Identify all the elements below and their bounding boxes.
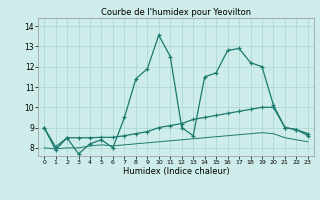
X-axis label: Humidex (Indice chaleur): Humidex (Indice chaleur)	[123, 167, 229, 176]
Title: Courbe de l'humidex pour Yeovilton: Courbe de l'humidex pour Yeovilton	[101, 8, 251, 17]
